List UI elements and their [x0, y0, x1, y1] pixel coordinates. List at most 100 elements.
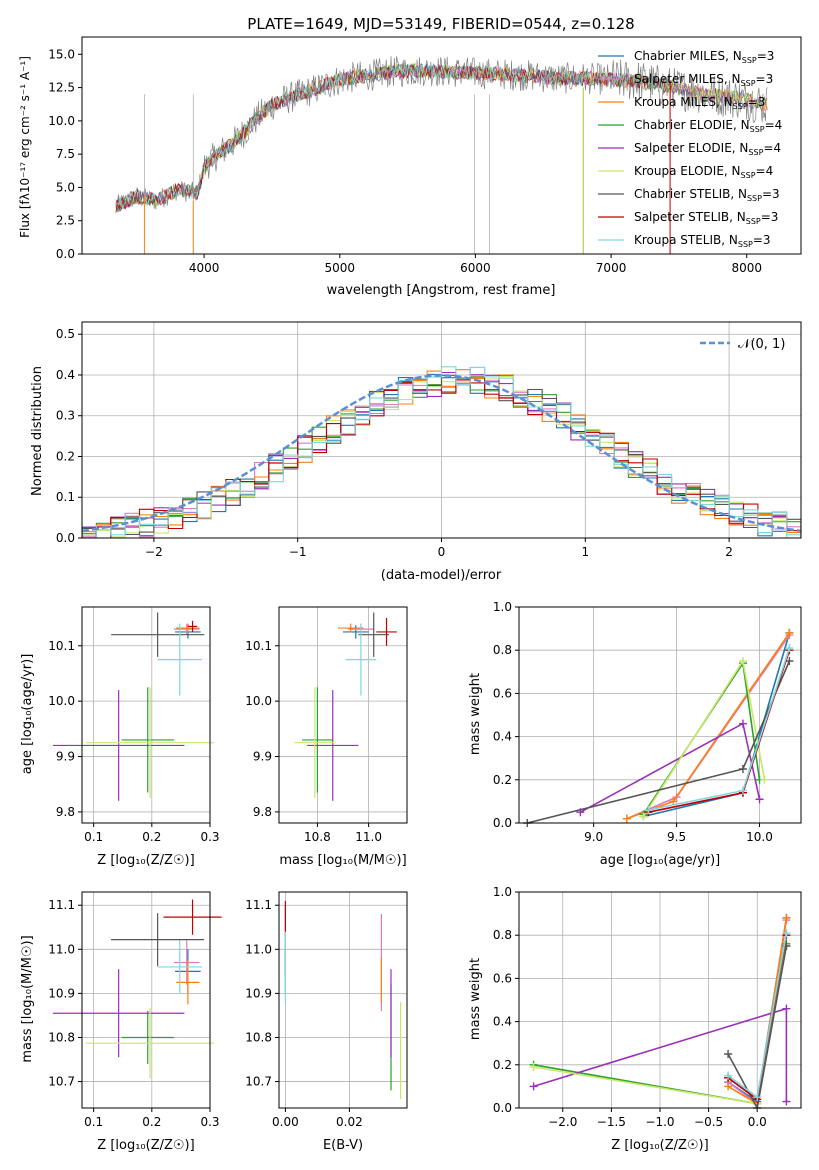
kroupa_elodie-weight-marker: [529, 1062, 538, 1071]
spectrum-xtick-label: 4000: [189, 261, 220, 275]
chabrier_miles-legend-label: Chabrier MILES, NSSP=3: [634, 49, 774, 65]
age-weight-xlabel: age [log₁₀(age/yr)]: [600, 853, 721, 868]
residual-histograms: [82, 366, 801, 538]
age_vs_weight-ytick-label: 0.6: [493, 686, 512, 700]
age_vs_weight-xtick-label: 10.0: [746, 830, 773, 844]
chabrier_stelib-weight-marker: [724, 1050, 733, 1058]
residuals-ytick-label: 0.5: [56, 327, 75, 341]
salpeter_elodie-weight-marker: [738, 719, 747, 728]
normal-legend-label: 𝒩(0, 1): [738, 337, 785, 352]
z_vs_mass-ytick-label: 11.0: [48, 942, 75, 956]
residuals-ytick-label: 0.1: [56, 490, 75, 504]
chabrier_elodie-errorbar: [121, 1011, 174, 1064]
spectrum-ytick-label: 5.0: [56, 180, 75, 194]
spectrum-xtick-label: 7000: [596, 261, 627, 275]
kroupa_elodie-weight-marker: [760, 775, 769, 784]
mass_vs_age-panel: 10.8 11.0 9.8 9.9 10.0 10.1: [245, 607, 407, 844]
salpeter_elodie-weight-marker: [529, 1082, 538, 1091]
z_vs_weight-ytick-label: 0.8: [493, 928, 512, 942]
residuals-ytick-label: 0.2: [56, 449, 75, 463]
age_vs_weight-xtick-label: 9.5: [667, 830, 686, 844]
kroupa_stelib-weight-marker: [785, 644, 794, 653]
z_vs_age-ytick-label: 9.8: [56, 805, 75, 819]
spectrum-xlabel: wavelength [Angstrom, rest frame]: [327, 283, 556, 298]
ebv_vs_mass-xtick-label: 0.02: [336, 1115, 363, 1129]
spectrum-ytick-label: 7.5: [56, 147, 75, 161]
kroupa_miles-weight-marker: [782, 913, 791, 922]
spectrum-title: PLATE=1649, MJD=53149, FIBERID=0544, z=0…: [247, 15, 634, 33]
chabrier_stelib-errorbar: [111, 612, 205, 657]
age_vs_weight-ytick-label: 0.4: [493, 730, 512, 744]
mass_vs_age-ytick-label: 10.0: [245, 694, 272, 708]
ebv_vs_mass-ytick-label: 10.9: [245, 986, 272, 1000]
kroupa_stelib-legend-label: Kroupa STELIB, NSSP=3: [634, 233, 771, 249]
residuals-ytick-label: 0.0: [56, 531, 75, 545]
z-age-xlabel: Z [log₁₀(Z/Z☉)]: [97, 853, 194, 868]
z-age-ylabel: age [log₁₀(age/yr)]: [20, 654, 35, 775]
mass_vs_age-xtick-label: 11.0: [355, 830, 382, 844]
chabrier_stelib-errorbar: [111, 913, 205, 967]
salpeter_elodie-weight-marker: [782, 1097, 791, 1106]
residuals-xtick-label: 1: [581, 545, 589, 559]
kroupa_stelib-weight-marker: [782, 929, 791, 938]
spectrum-ytick-label: 10.0: [48, 114, 75, 128]
salpeter_miles-errorbar: [173, 940, 200, 985]
ebv-mass-xlabel: E(B-V): [323, 1138, 363, 1153]
z-mass-ylabel: mass [log₁₀(M/M☉)]: [20, 935, 35, 1062]
age_vs_weight-frame: [518, 606, 802, 824]
spectrum-lines: [115, 56, 768, 254]
residuals-ylabel: Normed distribution: [30, 366, 45, 496]
kroupa_stelib-weight-line: [648, 647, 791, 811]
z_vs_weight-ytick-label: 0.2: [493, 1058, 512, 1072]
mass_vs_age-ytick-label: 9.9: [253, 750, 272, 764]
ebv_vs_mass-xtick-label: 0.00: [272, 1115, 299, 1129]
kroupa_stelib-weight-marker: [738, 786, 747, 795]
z-weight-xlabel: Z [log₁₀(Z/Z☉)]: [611, 1138, 708, 1153]
spectrum-xtick-label: 8000: [731, 261, 762, 275]
z_vs_weight-xtick-label: −1.0: [645, 1115, 674, 1129]
kroupa_stelib-residual-hist: [82, 366, 801, 538]
chabrier_elodie-weight-line: [642, 660, 761, 815]
age_vs_weight-ytick-label: 0.0: [493, 816, 512, 830]
z-weight-ylabel: mass weight: [468, 958, 483, 1040]
salpeter_elodie-errorbar: [52, 690, 185, 801]
z_vs_mass-xtick-label: 0.1: [84, 1115, 103, 1129]
kroupa_miles-weight-marker: [669, 797, 678, 806]
mass_vs_age-ytick-label: 9.8: [253, 805, 272, 819]
mass_vs_age-frame: [278, 606, 408, 824]
z_vs_mass-ytick-label: 11.1: [48, 898, 75, 912]
z_vs_mass-xtick-label: 0.3: [200, 1115, 219, 1129]
z_vs_mass-ytick-label: 10.8: [48, 1030, 75, 1044]
salpeter_miles-legend-label: Salpeter MILES, NSSP=3: [634, 72, 773, 88]
z_vs_weight-ytick-label: 0.6: [493, 971, 512, 985]
spectrum-frame: [81, 36, 802, 255]
salpeter_stelib-errorbar: [187, 620, 198, 632]
spectrum-ytick-label: 12.5: [48, 81, 75, 95]
z_vs_weight-xtick-label: −2.0: [548, 1115, 577, 1129]
residuals-xlabel: (data-model)/error: [381, 568, 502, 583]
kroupa_miles-weight-marker: [785, 628, 794, 637]
residuals-panel: −2 −1 0 1 2 0.0 0.1 0.2 0.3 0.4 0.5: [56, 322, 801, 559]
spectrum-legend: Chabrier MILES, NSSP=3 Salpeter MILES, NS…: [598, 49, 782, 249]
kroupa_elodie-errorbar: [86, 687, 215, 799]
salpeter_stelib-legend-label: Salpeter STELIB, NSSP=3: [634, 210, 778, 226]
z-mass-xlabel: Z [log₁₀(Z/Z☉)]: [97, 1138, 194, 1153]
salpeter_stelib-errorbar: [163, 899, 222, 935]
residuals-xtick-label: 0: [438, 545, 446, 559]
spectrum-ytick-label: 2.5: [56, 214, 75, 228]
age_vs_weight-panel: 9.0 9.5 10.0 0.0 0.2 0.4 0.6 0.8 1.0: [493, 600, 801, 844]
z_vs_weight-frame: [518, 891, 802, 1109]
spectrum-ytick-label: 0.0: [56, 247, 75, 261]
z_vs_age-xtick-label: 0.1: [84, 830, 103, 844]
z_vs_mass-xtick-label: 0.2: [142, 1115, 161, 1129]
kroupa_stelib-weight-marker: [724, 1071, 733, 1080]
chabrier_miles-errorbar: [343, 625, 369, 639]
salpeter_stelib-errorbar: [376, 618, 397, 646]
z_vs_weight-panel: −2.0 −1.5 −1.0 −0.5 0.0 0.0 0.2 0.4 0.6 0.8 1.0: [493, 885, 801, 1129]
z_vs_age-xtick-label: 0.2: [142, 830, 161, 844]
residuals-frame: [81, 321, 802, 539]
kroupa_elodie-weight-marker: [639, 812, 648, 821]
kroupa_stelib-model-line: [115, 63, 666, 210]
kroupa_miles-weight-marker: [724, 1082, 733, 1091]
